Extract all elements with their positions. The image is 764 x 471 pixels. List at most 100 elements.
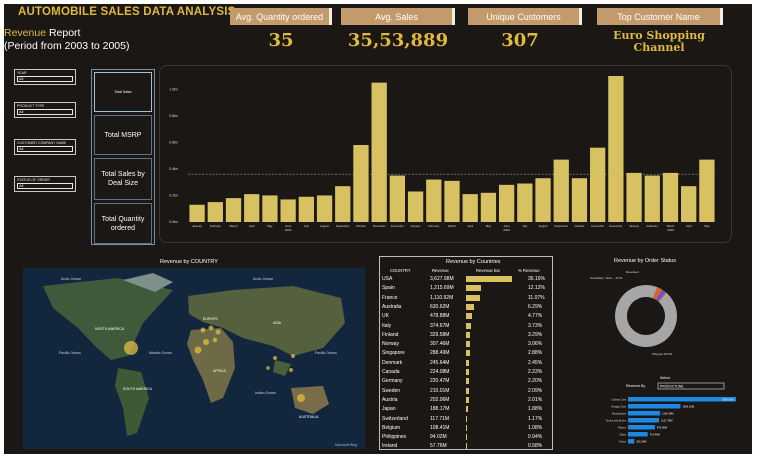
measure-button-total-msrp[interactable]: Total MSRP <box>94 115 152 155</box>
month-bar[interactable] <box>553 159 569 222</box>
productline-bar[interactable] <box>628 439 635 444</box>
month-bar[interactable] <box>498 184 515 222</box>
month-bar[interactable] <box>225 198 242 222</box>
revenue-map[interactable]: Arctic Ocean Arctic Ocean NORTH AMERICA … <box>23 268 365 449</box>
month-bar[interactable] <box>353 145 369 222</box>
productline-category-label: Ships <box>620 432 627 436</box>
productline-bar[interactable] <box>628 411 661 416</box>
table-row[interactable]: Norway 307.46M 3.06% <box>380 340 554 348</box>
month-bar[interactable] <box>480 192 497 222</box>
table-row[interactable]: Denmark 245.64M 2.45% <box>380 359 554 367</box>
month-bar[interactable] <box>444 180 460 222</box>
table-row[interactable]: Philippines 94.02M 0.94% <box>380 433 554 441</box>
slicer-order-status[interactable]: STATUS OF ORDER All <box>14 176 76 192</box>
month-bar[interactable] <box>571 178 588 222</box>
slicer-value: All <box>19 183 24 188</box>
table-row[interactable]: Spain 1,215.69M 12.12% <box>380 284 554 292</box>
slicer-year[interactable]: YEAR All <box>14 69 76 85</box>
x-tick-label: March <box>448 224 456 228</box>
table-row[interactable]: UK 478.88M 4.77% <box>380 312 554 320</box>
x-tick-label: July <box>522 224 528 228</box>
subtitle-rest: Report <box>46 27 81 39</box>
month-bar[interactable] <box>207 202 223 222</box>
month-bar[interactable] <box>298 196 314 222</box>
measure-button-total-sales[interactable]: Total Sales <box>94 72 152 112</box>
donut-label: Resolved <box>626 270 639 274</box>
slicer-customer-company[interactable]: CUSTOMER COMPANY NAME All <box>14 139 76 155</box>
month-bar[interactable] <box>626 172 642 222</box>
donut-slice[interactable] <box>652 287 663 300</box>
column-header-revenue-bar[interactable]: Revenue bar <box>476 268 500 273</box>
table-row[interactable]: Italy 374.67M 3.73% <box>380 322 554 330</box>
month-bar[interactable] <box>608 76 624 222</box>
month-bar[interactable] <box>371 82 387 222</box>
measure-button-total-quantity[interactable]: Total Quantity ordered <box>94 203 152 244</box>
table-row[interactable]: Canada 224.08M 2.23% <box>380 368 554 376</box>
x-tick-label: January <box>192 224 203 228</box>
table-row[interactable]: Belgium 108.41M 1.08% <box>380 424 554 432</box>
month-bar[interactable] <box>407 191 424 222</box>
productline-bar[interactable] <box>628 418 660 423</box>
table-row[interactable]: Sweden 210.01M 2.09% <box>380 387 554 395</box>
month-bar[interactable] <box>644 175 660 222</box>
month-bar[interactable] <box>699 159 715 222</box>
pct-revenue-cell: 2.20% <box>528 378 543 385</box>
productline-bar[interactable] <box>628 425 655 430</box>
column-header-revenue[interactable]: Revenue <box>432 268 449 273</box>
productline-value-label: 1903.15M <box>682 404 694 408</box>
month-bar[interactable] <box>189 204 205 222</box>
productline-bar[interactable] <box>628 404 681 409</box>
donut-label: Cancelled, Yield ... 8.2% <box>590 276 623 280</box>
column-header-pct-revenue[interactable]: % Revenue <box>518 268 540 273</box>
column-header-country[interactable]: COUNTRY <box>390 268 411 273</box>
country-cell: Sweden <box>382 387 401 394</box>
x-tick-label: May <box>267 224 273 228</box>
month-bar[interactable] <box>590 147 606 222</box>
month-bar[interactable] <box>262 195 278 222</box>
month-bar[interactable] <box>535 178 551 222</box>
table-row[interactable]: Germany 220.47M 2.20% <box>380 377 554 385</box>
pct-revenue-cell: 1.17% <box>528 415 543 422</box>
measure-button-sales-by-deal-size[interactable]: Total Sales by Deal Size <box>94 158 152 200</box>
table-row[interactable]: Japan 188.17M 1.88% <box>380 405 554 413</box>
month-bar[interactable] <box>335 186 351 222</box>
slicer-label: CUSTOMER COMPANY NAME <box>17 141 67 145</box>
productline-bar[interactable] <box>628 432 648 437</box>
month-bar[interactable] <box>389 175 406 222</box>
month-bar[interactable] <box>462 194 478 222</box>
month-bar[interactable] <box>280 199 296 222</box>
table-row[interactable]: Switzerland 117.71M 1.17% <box>380 415 554 423</box>
select-label: Select <box>660 376 670 380</box>
table-row[interactable]: Ireland 57.76M 0.58% <box>380 442 554 450</box>
table-row[interactable]: USA 3,627.98M 36.16% <box>380 275 554 283</box>
table-row[interactable]: Australia 630.62M 6.29% <box>380 303 554 311</box>
table-row[interactable]: Finland 329.58M 3.29% <box>380 331 554 339</box>
table-row[interactable]: Austria 202.06M 2.01% <box>380 396 554 404</box>
month-bar[interactable] <box>244 194 260 222</box>
x-tick-label: January <box>629 224 640 228</box>
map-label: ASIA <box>273 321 282 325</box>
month-bar[interactable] <box>662 172 679 222</box>
revenue-cell: 288.49M <box>430 350 450 357</box>
month-bar[interactable] <box>681 186 697 222</box>
productline-category-label: Trains <box>619 439 627 443</box>
table-row[interactable]: Singapore 288.49M 2.88% <box>380 349 554 357</box>
productline-select[interactable] <box>657 382 725 390</box>
slicer-dropdown[interactable]: All <box>17 109 73 115</box>
month-bar[interactable] <box>426 179 442 222</box>
month-bar[interactable] <box>517 183 533 222</box>
table-row[interactable]: France 1,110.92M 11.07% <box>380 294 554 302</box>
slicer-product-type[interactable]: PRODUCT TYPE All <box>14 102 76 118</box>
donut-slice[interactable] <box>656 289 666 301</box>
productline-bar[interactable] <box>628 397 736 402</box>
donut-slice[interactable] <box>658 293 668 303</box>
country-cell: Germany <box>382 378 403 385</box>
month-bar[interactable] <box>316 195 333 222</box>
slicer-dropdown[interactable]: All <box>17 76 73 82</box>
donut-slice[interactable] <box>657 291 667 302</box>
kpi-value-avg-sales: 35,53,889 <box>347 30 449 51</box>
slicer-dropdown[interactable]: All <box>17 183 73 189</box>
donut-slice[interactable] <box>615 285 677 347</box>
slicer-dropdown[interactable]: All <box>17 146 73 152</box>
revenue-by-country-table: Revenue by Countries COUNTRY Revenue Rev… <box>379 256 553 450</box>
